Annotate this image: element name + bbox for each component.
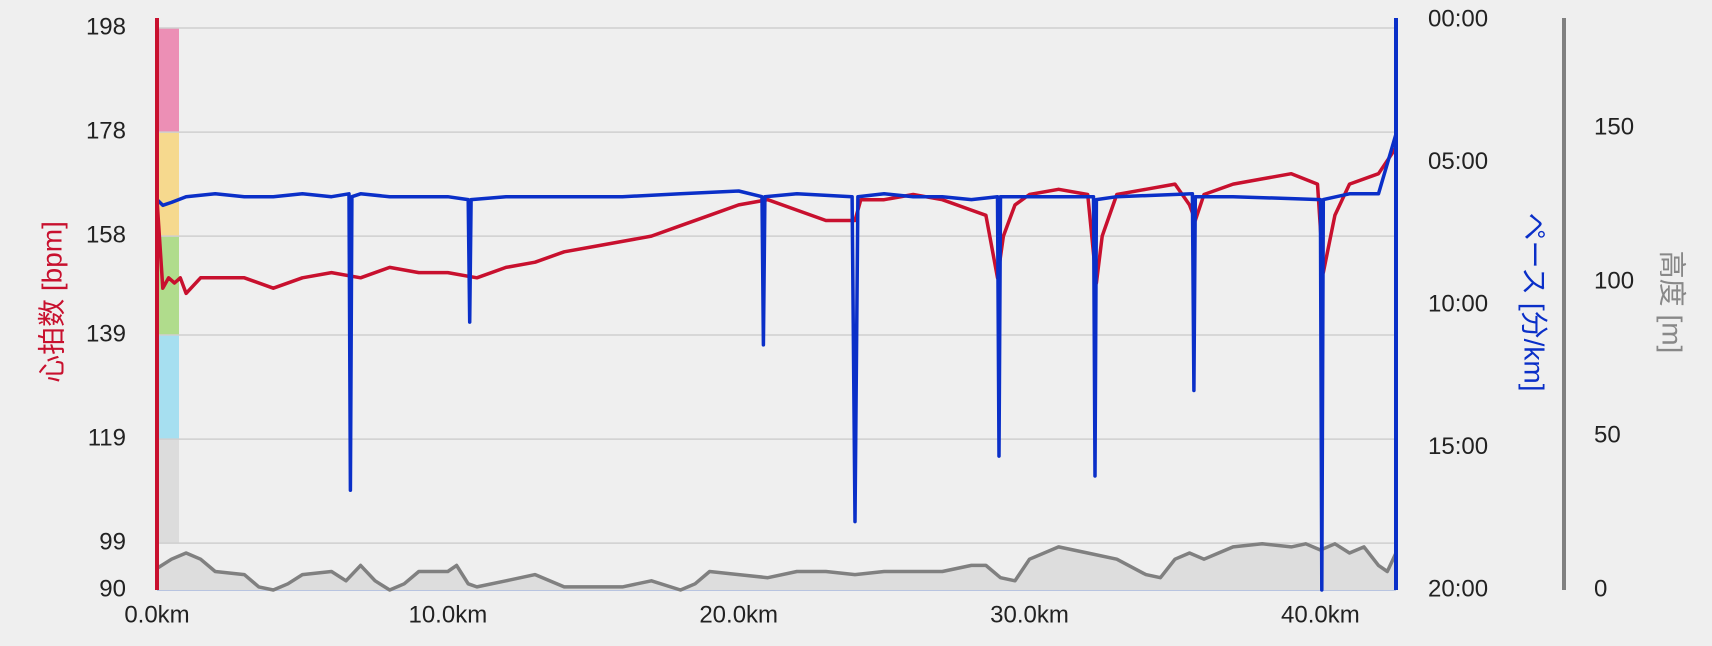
heart-rate-zone-1	[157, 439, 179, 544]
x-tick-label: 40.0km	[1281, 601, 1360, 628]
heart-rate-tick-label: 178	[86, 117, 126, 144]
heart-rate-zone-bar	[157, 28, 179, 544]
x-tick-label: 20.0km	[699, 601, 778, 628]
elevation-area	[157, 543, 1396, 590]
pace-tick-label: 15:00	[1428, 433, 1488, 460]
elevation-line	[156, 542, 1398, 592]
x-tick-label: 10.0km	[408, 601, 487, 628]
heart-rate-tick-label: 99	[99, 529, 126, 556]
heart-rate-series	[155, 146, 1398, 296]
elevation-tick-label: 50	[1594, 421, 1621, 448]
tick-labels: 198 178 158 139 119 99 90 00:00 05:00 10:00 15:00 2…	[86, 5, 1634, 628]
heart-rate-line	[155, 146, 1398, 296]
heart-rate-tick-label: 139	[86, 320, 126, 347]
pace-line	[155, 133, 1398, 592]
heart-rate-axis-title: 心拍数 [bpm]	[36, 221, 67, 383]
heart-rate-zone-4	[157, 132, 179, 237]
heart-rate-tick-label: 90	[99, 575, 126, 602]
pace-series	[155, 133, 1398, 592]
elevation-axis-title: 高度 [m]	[1657, 251, 1688, 354]
heart-rate-zone-5	[157, 28, 179, 133]
heart-rate-tick-label: 119	[88, 424, 126, 451]
elevation-series	[156, 542, 1398, 592]
heart-rate-tick-label: 198	[86, 13, 126, 40]
heart-rate-zone-2	[157, 335, 179, 440]
elevation-tick-label: 100	[1594, 267, 1634, 294]
x-tick-label: 30.0km	[990, 601, 1069, 628]
elevation-tick-label: 0	[1594, 575, 1607, 602]
pace-tick-label: 05:00	[1428, 148, 1488, 175]
elevation-tick-label: 150	[1594, 113, 1634, 140]
pace-tick-label: 00:00	[1428, 5, 1488, 32]
x-tick-label: 0.0km	[124, 601, 189, 628]
pace-tick-label: 20:00	[1428, 575, 1488, 602]
axis-lines	[155, 18, 1566, 590]
pace-axis-title: ペース [分/km]	[1519, 212, 1550, 391]
heart-rate-tick-label: 158	[86, 221, 126, 248]
pace-tick-label: 10:00	[1428, 290, 1488, 317]
